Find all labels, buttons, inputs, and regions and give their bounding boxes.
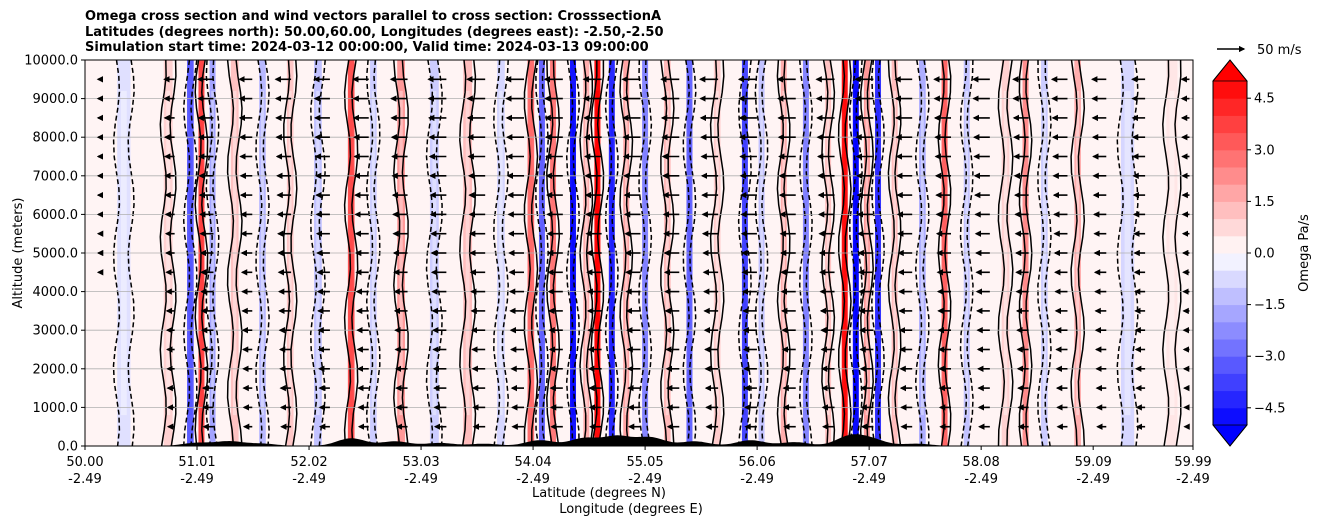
y-tick-label-6: 6000.0 (33, 208, 79, 223)
colorbar-segment-4 (1213, 339, 1247, 357)
colorbar-segment-3 (1213, 356, 1247, 374)
x-tick-label-lon-2: -2.49 (292, 472, 326, 487)
colorbar-label: Omega Pa/s (1297, 214, 1312, 292)
colorbar-segment-14 (1213, 167, 1247, 185)
colorbar-segment-13 (1213, 184, 1247, 202)
x-axis-label-latitude: Latitude (degrees N) (532, 486, 666, 501)
y-tick-label-7: 7000.0 (33, 169, 79, 184)
x-axis-label-longitude: Longitude (degrees E) (559, 502, 703, 517)
colorbar-segment-8 (1213, 270, 1247, 288)
quiver-key: 50 m/s (1217, 43, 1302, 58)
colorbar-segment-19 (1213, 81, 1247, 99)
colorbar-tick-label-6: −4.5 (1254, 401, 1286, 416)
y-tick-label-4: 4000.0 (33, 285, 79, 300)
colorbar-segment-6 (1213, 304, 1247, 323)
colorbar-segment-16 (1213, 132, 1247, 151)
colorbar-tick-label-1: 3.0 (1254, 143, 1275, 158)
y-tick-label-9: 9000.0 (33, 92, 79, 107)
y-tick-label-1: 1000.0 (33, 401, 79, 416)
chart-title-line-1: Omega cross section and wind vectors par… (85, 9, 662, 24)
x-tick-label-lon-0: -2.49 (68, 472, 102, 487)
y-tick-label-0: 0.0 (57, 440, 78, 455)
x-tick-label-lon-9: -2.49 (1076, 472, 1110, 487)
colorbar-segment-9 (1213, 253, 1247, 271)
x-tick-label-lat-9: 59.09 (1075, 455, 1112, 470)
x-tick-label-lon-1: -2.49 (180, 472, 214, 487)
colorbar-segment-10 (1213, 235, 1247, 254)
x-tick-label-lon-5: -2.49 (628, 472, 662, 487)
terrain-profile (85, 434, 1193, 446)
colorbar-outline (1212, 59, 1248, 447)
x-tick-label-lat-10: 59.99 (1174, 455, 1211, 470)
x-tick-label-lat-7: 57.07 (851, 455, 888, 470)
x-tick-label-lat-5: 55.05 (626, 455, 663, 470)
colorbar-tick-label-3: 0.0 (1254, 247, 1275, 262)
y-tick-label-5: 5000.0 (33, 247, 79, 262)
colorbar-segment-0 (1213, 407, 1247, 426)
colorbar-tick-label-4: −1.5 (1254, 298, 1286, 313)
y-tick-label-2: 2000.0 (33, 362, 79, 377)
x-tick-label-lat-0: 50.00 (66, 455, 103, 470)
chart-title-line-2: Latitudes (degrees north): 50.00,60.00, … (85, 24, 664, 40)
colorbar-segment-15 (1213, 149, 1247, 168)
quiver-key-label: 50 m/s (1257, 43, 1302, 58)
colorbar-segment-18 (1213, 98, 1247, 116)
colorbar-extend-min (1212, 424, 1248, 447)
colorbar-extend-max (1212, 59, 1248, 82)
y-tick-label-8: 8000.0 (33, 131, 79, 146)
x-tick-label-lon-6: -2.49 (740, 472, 774, 487)
x-tick-label-lon-3: -2.49 (404, 472, 438, 487)
colorbar: 4.5 3.0 1.5 0.0 −1.5 −3.0 −4.5 (1212, 59, 1286, 447)
colorbar-segment-11 (1213, 218, 1247, 237)
y-tick-label-3: 3000.0 (33, 324, 79, 339)
x-tick-label-lon-8: -2.49 (964, 472, 998, 487)
colorbar-tick-label-2: 1.5 (1254, 195, 1275, 210)
wind-vectors (96, 76, 1190, 430)
x-tick-label-lon-4: -2.49 (516, 472, 550, 487)
y-axis: 0.0 1000.0 2000.0 3000.0 4000.0 5000.0 6000.0 7… (24, 54, 85, 455)
colorbar-segment-17 (1213, 115, 1247, 134)
terrain (85, 434, 1193, 446)
colorbar-segment-2 (1213, 373, 1247, 392)
x-axis: 50.00 -2.49 51.01 -2.49 52.02 -2.49 53.03 -2.49… (66, 446, 1212, 487)
x-tick-label-lat-1: 51.01 (178, 455, 215, 470)
colorbar-segment-12 (1213, 201, 1247, 220)
x-tick-label-lat-6: 56.06 (739, 455, 776, 470)
x-tick-label-lat-4: 54.04 (514, 455, 551, 470)
colorbar-segment-7 (1213, 287, 1247, 306)
y-tick-label-10: 10000.0 (24, 54, 78, 69)
colorbar-segment-5 (1213, 321, 1247, 340)
x-tick-label-lat-8: 58.08 (963, 455, 1000, 470)
x-tick-label-lon-10: -2.49 (1176, 472, 1210, 487)
colorbar-tick-label-0: 4.5 (1254, 92, 1275, 107)
chart-title-line-3: Simulation start time: 2024-03-12 00:00:… (85, 40, 649, 55)
y-axis-label: Altitude (meters) (11, 198, 26, 309)
x-tick-label-lat-3: 53.03 (402, 455, 439, 470)
colorbar-tick-label-5: −3.0 (1254, 350, 1286, 365)
x-tick-label-lon-7: -2.49 (852, 472, 886, 487)
colorbar-segment-1 (1213, 390, 1247, 409)
x-tick-label-lat-2: 52.02 (290, 455, 327, 470)
chart-title: Omega cross section and wind vectors par… (85, 9, 664, 56)
